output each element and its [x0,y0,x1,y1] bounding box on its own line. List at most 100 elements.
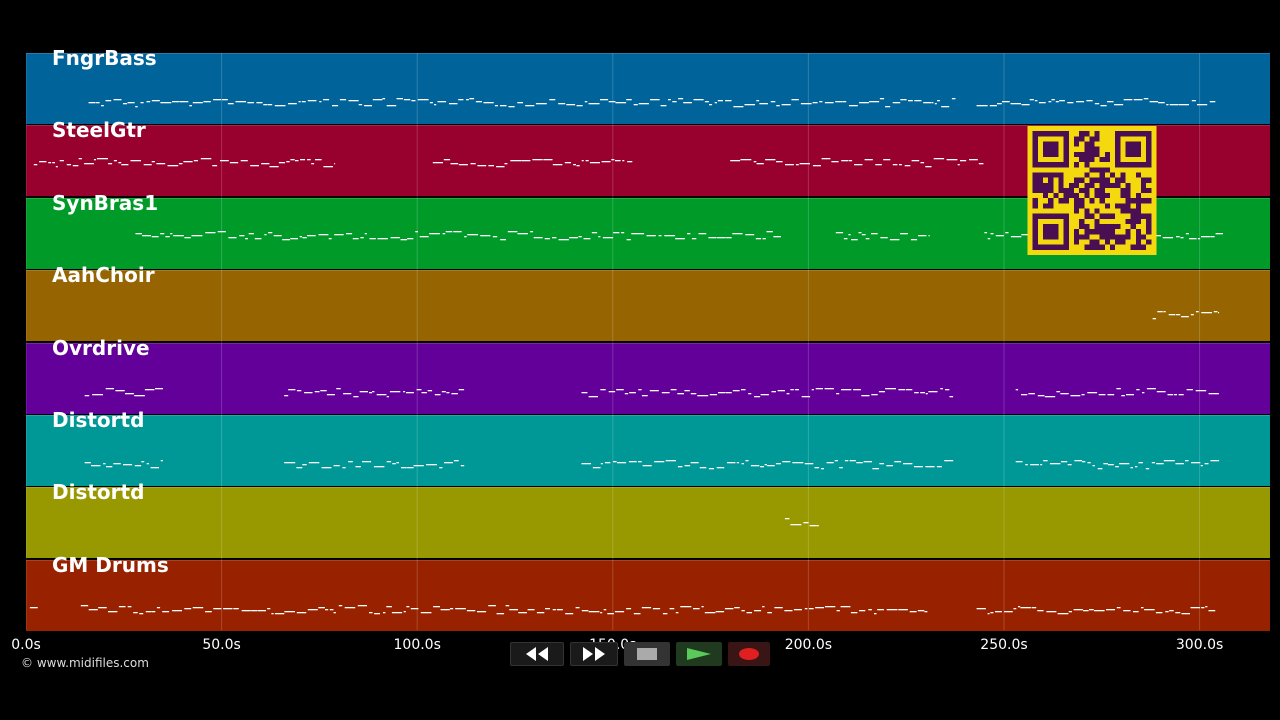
note [732,389,740,391]
note [861,394,870,396]
time-tick-label: 100.0s [393,637,441,653]
note [1070,394,1081,396]
note [1048,101,1052,103]
note [766,230,773,233]
note [1057,612,1069,615]
note [429,102,433,104]
note [1168,314,1176,316]
play-button[interactable] [676,642,722,666]
note [853,388,861,390]
note [1013,607,1017,610]
note [677,466,683,468]
note [320,389,327,391]
note [585,160,589,162]
note [205,231,216,234]
note [439,467,443,469]
note [1130,467,1133,469]
note [914,100,922,102]
track-name-label: SteelGtr [52,118,146,143]
note [801,395,811,397]
note [677,392,684,394]
note [113,160,117,162]
note [1145,468,1150,470]
note [936,466,942,468]
note [552,164,563,166]
note [821,158,831,160]
stop-button[interactable] [624,642,670,666]
note [1107,393,1115,395]
note [59,160,64,162]
note [1074,460,1083,462]
note [792,462,804,464]
note [533,236,543,239]
note [765,159,776,161]
note [1156,390,1166,392]
note [105,387,114,389]
note [848,160,853,162]
note [488,604,496,607]
note [824,387,834,389]
note [443,159,451,161]
note [449,103,458,105]
note [165,235,170,238]
note [333,611,336,614]
note [741,388,746,390]
note [386,461,392,463]
note [879,463,884,465]
record-button[interactable] [728,642,770,666]
note [344,606,356,609]
note [760,393,769,395]
note [101,105,104,107]
note [1087,462,1091,464]
track-name-label: Ovrdrive [52,335,150,360]
note [441,390,446,392]
note [141,461,145,463]
note [709,393,718,395]
note [704,611,716,614]
note [532,159,543,161]
note [146,101,151,103]
note [898,388,906,390]
note [357,604,367,607]
note [1106,608,1115,611]
note [863,461,872,463]
note [466,99,469,101]
note [233,607,239,610]
note [756,163,764,165]
note [951,98,956,100]
note [800,103,812,105]
note [48,162,52,164]
note [1021,233,1028,236]
note [698,232,707,235]
note [716,467,725,469]
note [1136,388,1140,390]
note [271,612,274,615]
note [600,388,606,390]
note [362,461,372,463]
note [1190,606,1201,609]
note [434,393,441,395]
note [714,102,717,104]
note [762,605,765,608]
note [633,612,641,615]
note [584,101,588,103]
rewind-button[interactable] [510,642,564,666]
note [591,231,598,234]
note [1201,312,1212,314]
note [135,106,138,108]
note [1218,312,1220,314]
note [314,390,320,392]
note [284,610,295,613]
note [638,388,642,390]
note [684,465,691,467]
note [307,608,318,611]
fast-forward-button[interactable] [570,642,618,666]
note [421,391,427,393]
note [746,611,752,614]
note [1010,103,1021,105]
note [1146,387,1156,389]
note [717,100,723,102]
note [373,466,385,468]
note [835,231,844,234]
note [877,608,884,611]
